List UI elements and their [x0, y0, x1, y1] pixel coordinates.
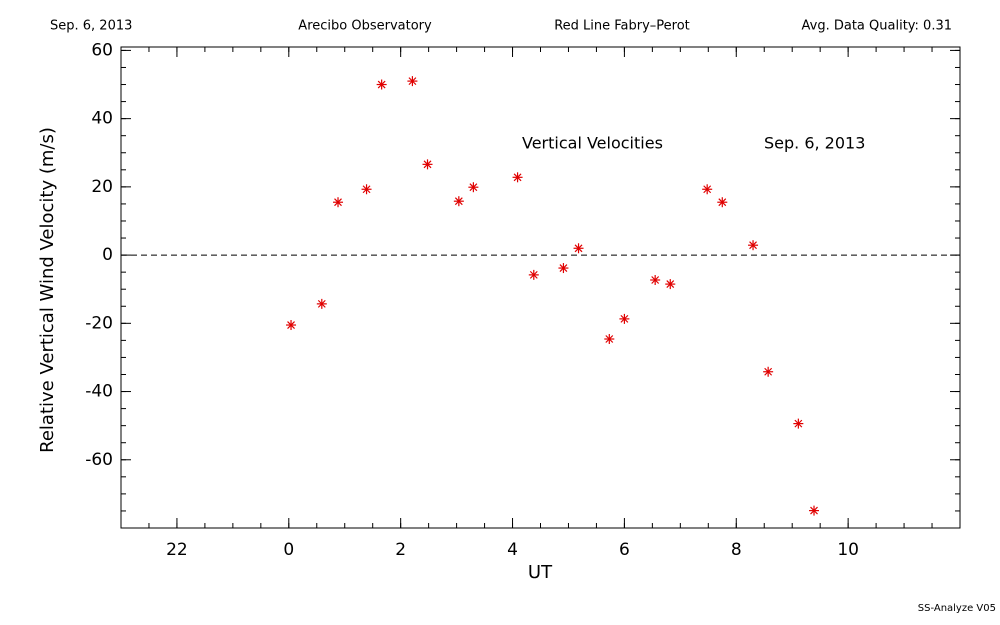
data-point — [316, 298, 327, 309]
asterisk-stroke — [764, 367, 773, 376]
x-tick-label: 6 — [619, 540, 630, 560]
asterisk-stroke — [749, 241, 757, 250]
data-point — [407, 76, 418, 87]
asterisk-stroke — [408, 77, 417, 86]
asterisk-stroke — [454, 197, 463, 206]
data-point — [665, 279, 676, 290]
data-point — [702, 184, 713, 195]
annotation: Sep. 6, 2013 — [764, 134, 865, 153]
x-tick-label: 2 — [395, 540, 406, 560]
y-tick-label: 40 — [91, 109, 113, 129]
x-tick-label: 4 — [507, 540, 518, 560]
asterisk-stroke — [513, 173, 522, 182]
asterisk-stroke — [377, 80, 386, 89]
asterisk-stroke — [574, 244, 583, 253]
asterisk-stroke — [794, 419, 803, 428]
x-tick-label: 22 — [166, 540, 188, 560]
plot-frame — [120, 46, 961, 529]
y-tick-label: -60 — [85, 450, 113, 470]
asterisk-stroke — [651, 276, 660, 284]
asterisk-stroke — [469, 183, 478, 192]
data-point — [333, 197, 344, 208]
asterisk-stroke — [666, 280, 675, 289]
y-tick-label: -40 — [85, 382, 113, 402]
header-site: Arecibo Observatory — [298, 19, 432, 34]
asterisk-stroke — [529, 270, 538, 279]
asterisk-stroke — [620, 314, 629, 323]
asterisk-stroke — [718, 198, 727, 207]
x-tick-label: 0 — [283, 540, 294, 560]
data-point — [558, 263, 569, 274]
asterisk-stroke — [559, 264, 568, 272]
data-point — [453, 196, 464, 207]
data-point — [619, 313, 630, 324]
asterisk-stroke — [423, 160, 432, 169]
asterisk-stroke — [703, 185, 712, 194]
data-point — [604, 334, 615, 345]
data-point — [793, 418, 804, 429]
x-tick-label: 8 — [731, 540, 742, 560]
data-point — [286, 320, 297, 331]
x-tick-label: 10 — [837, 540, 859, 560]
y-tick-label: -20 — [85, 313, 113, 333]
data-point — [573, 243, 584, 254]
header-date: Sep. 6, 2013 — [50, 19, 132, 34]
y-tick-label: 0 — [102, 245, 113, 265]
annotation: Vertical Velocities — [522, 134, 663, 153]
data-point — [528, 269, 539, 280]
asterisk-stroke — [317, 299, 326, 308]
footer: SS-Analyze V05 — [918, 603, 996, 614]
data-point — [468, 182, 479, 193]
data-point — [763, 366, 774, 377]
y-axis-label: Relative Vertical Wind Velocity (m/s) — [37, 127, 58, 453]
asterisk-stroke — [605, 335, 614, 343]
data-point — [376, 79, 387, 90]
data-point — [809, 505, 820, 516]
header-quality: Avg. Data Quality: 0.31 — [802, 19, 952, 34]
y-tick-label: 20 — [91, 177, 113, 197]
data-point — [650, 274, 661, 285]
data-point — [717, 197, 728, 208]
data-point — [422, 159, 433, 170]
data-point — [361, 184, 372, 195]
asterisk-stroke — [362, 185, 371, 194]
header-instrument: Red Line Fabry–Perot — [554, 19, 690, 34]
asterisk-stroke — [810, 506, 818, 515]
y-tick-label: 60 — [91, 40, 113, 60]
asterisk-stroke — [287, 321, 295, 329]
data-point — [748, 240, 759, 251]
data-point — [512, 172, 523, 183]
asterisk-stroke — [334, 198, 342, 207]
x-axis-label: UT — [528, 562, 553, 583]
